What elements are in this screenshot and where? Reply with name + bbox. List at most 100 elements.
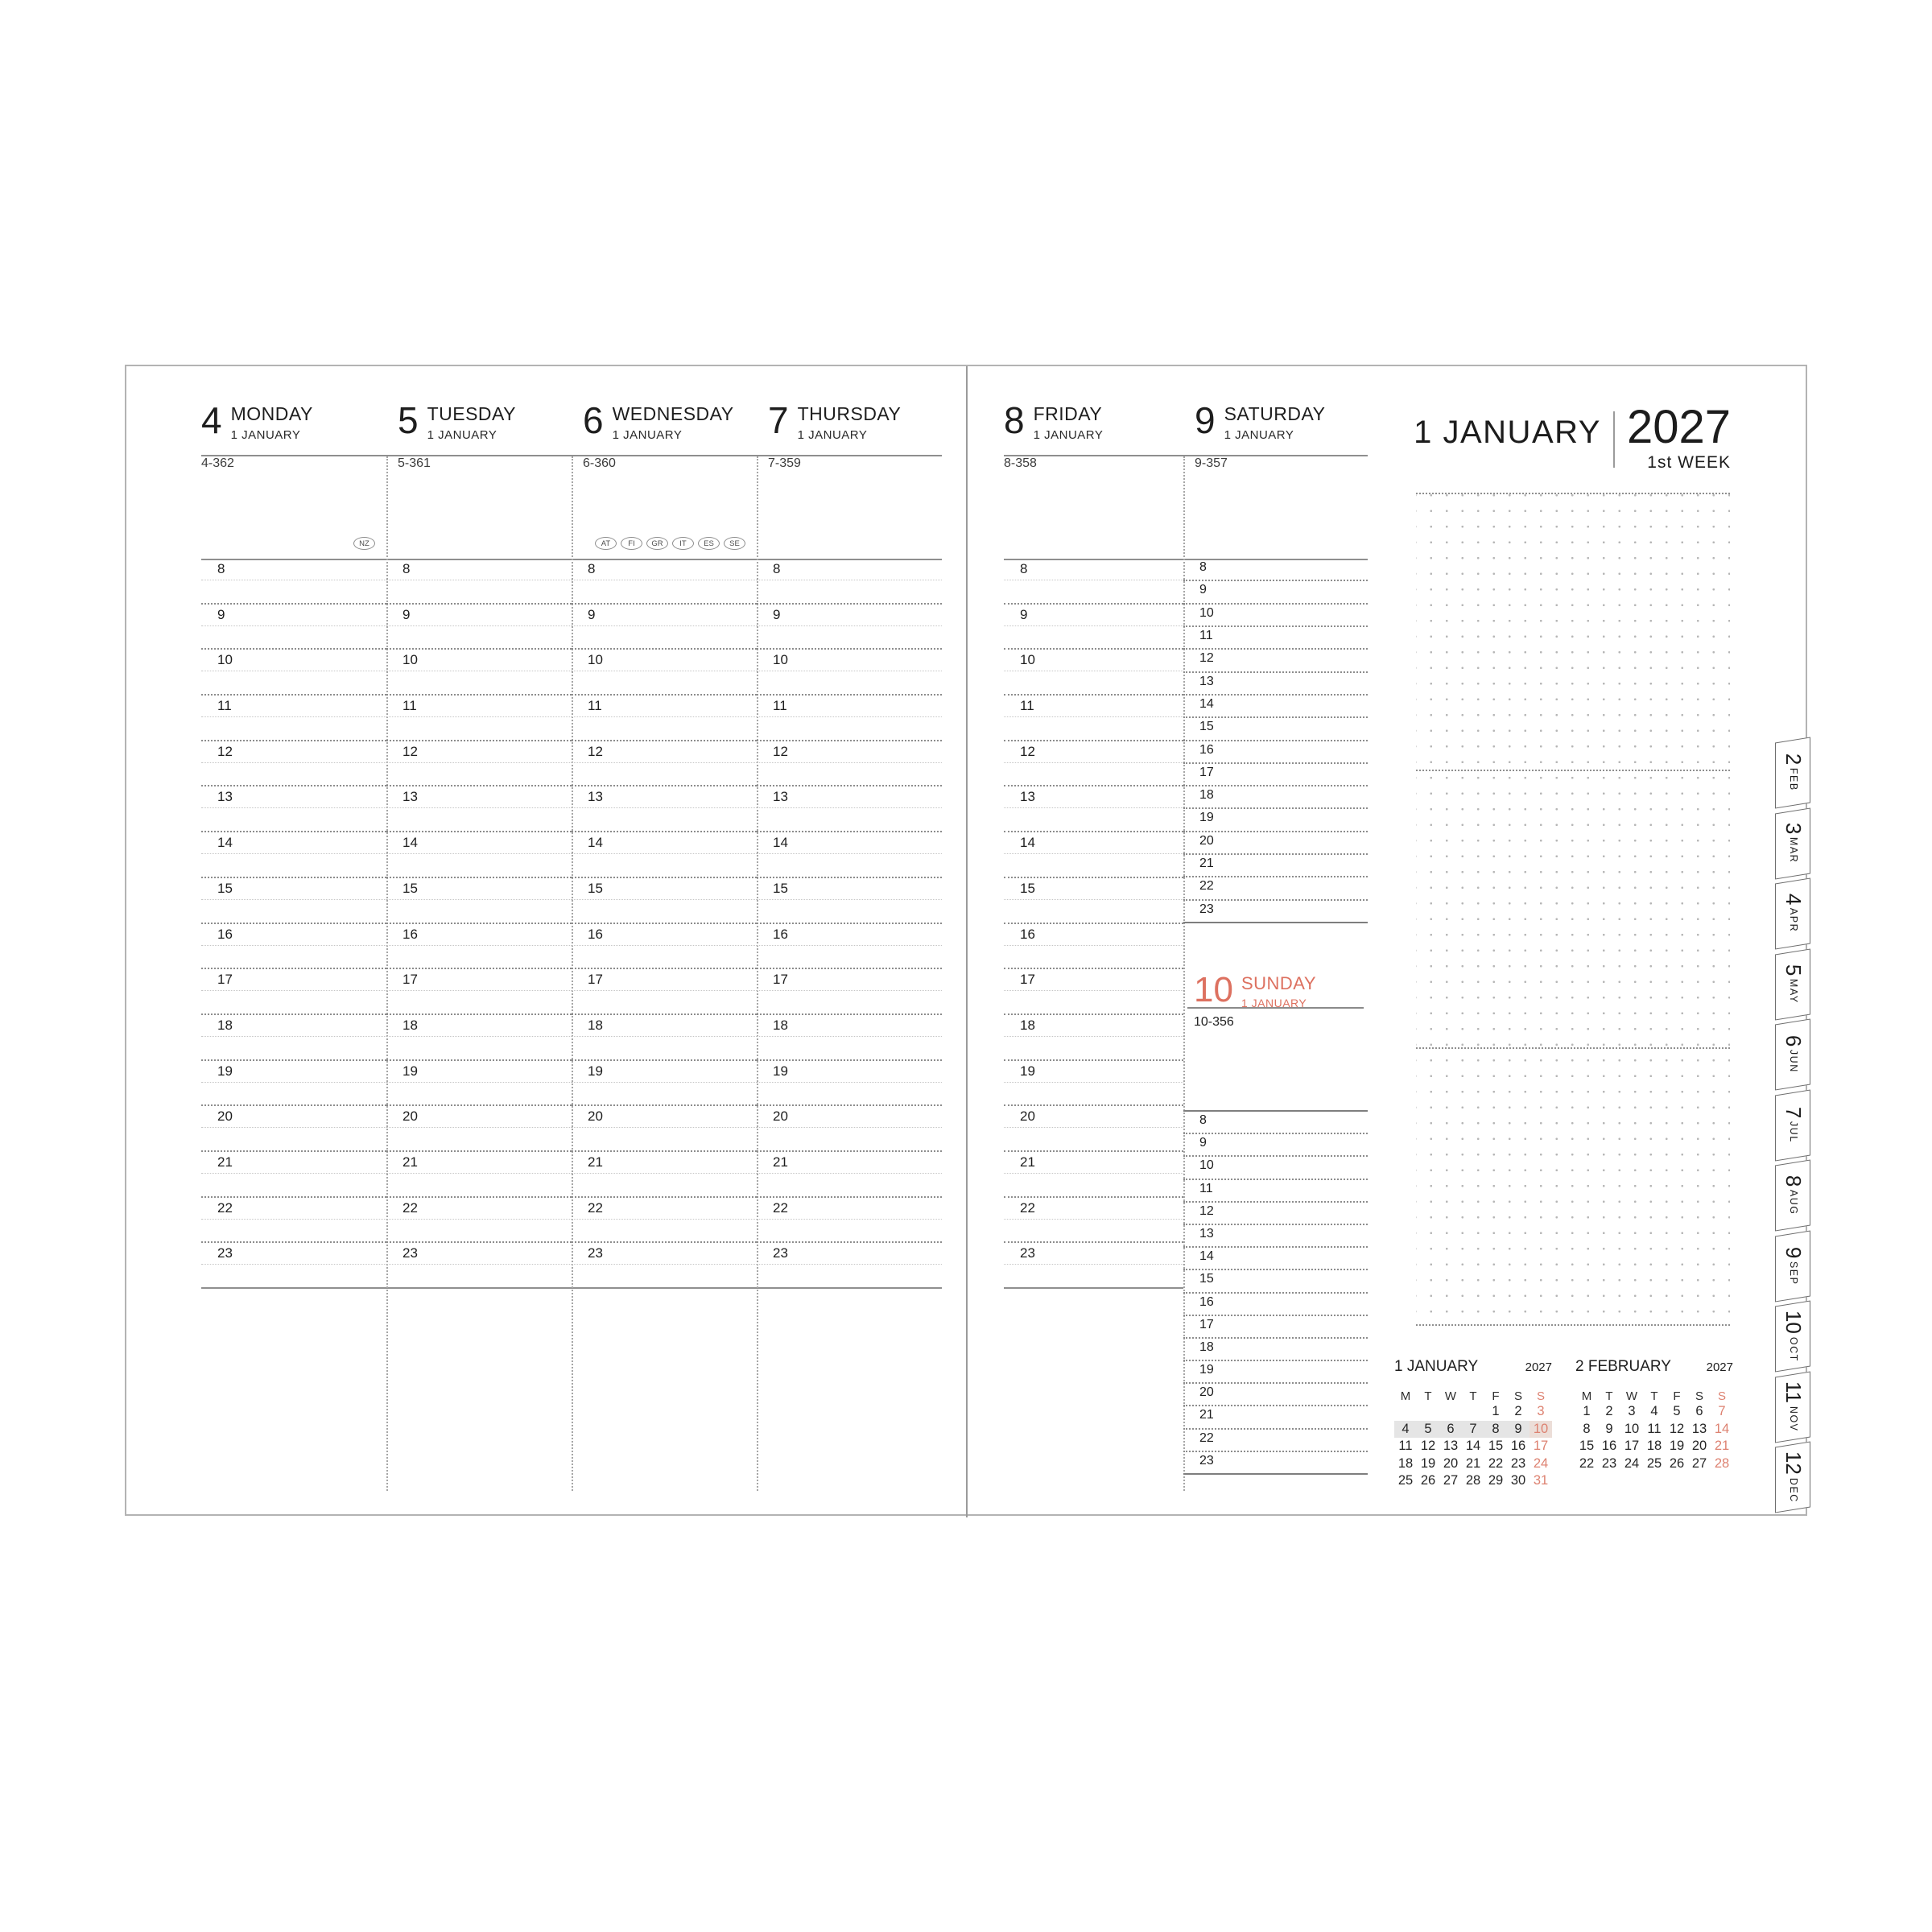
half-hour-line: [572, 716, 757, 718]
half-hour-line: [201, 853, 386, 855]
hour-label: 22: [1199, 879, 1214, 894]
half-hour-line: [386, 762, 572, 763]
calendar-week-row: 8 9 10 11 12 13 14: [1575, 1421, 1733, 1439]
hour-label: 17: [1020, 972, 1035, 988]
tab-jul[interactable]: 7 JUL: [1775, 1089, 1810, 1161]
hour-row-22: 22: [1004, 1198, 1183, 1244]
calendar-day: 12: [1420, 1439, 1436, 1453]
calendar-day: 7: [1718, 1404, 1726, 1418]
calendar-day: 13: [1443, 1439, 1459, 1453]
holiday-badge-es: ES: [698, 537, 720, 550]
holiday-badges: AT FI GR IT ES SE: [595, 537, 745, 550]
tab-month-abbr: MAY: [1787, 979, 1799, 1004]
hour-label: 8: [1199, 1113, 1207, 1127]
tab-aug[interactable]: 8 AUG: [1775, 1159, 1810, 1231]
calendar-week-row: 4 5 6 7 8 9 10: [1394, 1420, 1552, 1438]
day-header: 4 MONDAY 1 JANUARY: [201, 402, 313, 442]
day-header-text: MONDAY 1 JANUARY: [231, 403, 313, 442]
hour-grid-compact: 8 9 10 11 12 13 14 15 16 17 18 19 20 21 22 23: [1183, 559, 1368, 923]
hour-label: 17: [588, 972, 603, 988]
hour-label: 20: [402, 1108, 418, 1125]
column-divider: [1183, 456, 1185, 1491]
hour-label: 20: [1199, 833, 1214, 848]
day-of-year-counter: 8-358: [1004, 456, 1037, 470]
calendar-day: 6: [1439, 1420, 1462, 1438]
tab-sep[interactable]: 9 SEP: [1775, 1230, 1810, 1302]
hour-row-23: 23: [572, 1243, 757, 1287]
half-hour-line: [1004, 990, 1183, 992]
hour-row-9: 9: [757, 605, 942, 650]
tab-apr[interactable]: 4 APR: [1775, 877, 1810, 949]
half-hour-line: [572, 1264, 757, 1265]
hour-label: 13: [588, 789, 603, 805]
column-divider: [757, 456, 758, 1491]
day-column-friday: 8 FRIDAY 1 JANUARY 8-358 8 9 10 11 12 13 14 15 16 17 1…: [1004, 366, 1183, 1517]
hour-row-15: 15: [201, 878, 386, 924]
tab-month-abbr: JUN: [1787, 1050, 1799, 1074]
hour-row-17: 17: [1004, 969, 1183, 1015]
calendar-day: [1417, 1403, 1439, 1421]
tab-feb[interactable]: 2 FEB: [1775, 737, 1810, 808]
half-hour-line: [572, 990, 757, 992]
hour-label: 8: [1020, 561, 1028, 576]
tab-month-number: 3: [1781, 822, 1806, 835]
hour-label: 9: [588, 606, 596, 622]
tab-mar[interactable]: 3 MAR: [1775, 807, 1810, 879]
hour-row-8: 8: [386, 559, 572, 605]
calendar-day: 6: [1695, 1404, 1703, 1418]
calendar-day: 24: [1533, 1455, 1549, 1471]
day-of-year-counter: 9-357: [1195, 456, 1228, 470]
day-header-text: SATURDAY 1 JANUARY: [1224, 403, 1326, 442]
hour-row-23: 23: [1183, 901, 1368, 922]
hour-row-12: 12: [386, 741, 572, 787]
calendar-dow: S: [1536, 1389, 1545, 1403]
hour-label: 21: [402, 1154, 418, 1170]
calendar-day: [1462, 1403, 1484, 1421]
hour-row-19: 19: [1004, 1061, 1183, 1107]
hour-label: 22: [402, 1199, 418, 1216]
calendar-day: 28: [1465, 1473, 1481, 1488]
hour-label: 10: [402, 652, 418, 668]
calendar-day: 9: [1507, 1420, 1530, 1438]
calendar-day: 14: [1714, 1421, 1730, 1436]
half-hour-line: [1004, 898, 1183, 900]
half-hour-line: [757, 762, 942, 763]
hour-row-12: 12: [201, 741, 386, 787]
hour-label: 18: [217, 1017, 233, 1033]
tab-dec[interactable]: 12 DEC: [1775, 1441, 1810, 1513]
hour-label: 17: [773, 972, 788, 988]
calendar-day: 10: [1624, 1421, 1640, 1436]
half-hour-line: [757, 1081, 942, 1083]
half-hour-line: [572, 807, 757, 809]
hour-label: 15: [1199, 720, 1214, 734]
hour-row-16: 16: [572, 924, 757, 970]
half-hour-line: [757, 625, 942, 626]
hour-label: 21: [1199, 857, 1214, 871]
half-hour-line: [1004, 944, 1183, 946]
hour-label: 9: [217, 606, 225, 622]
day-header: 8 FRIDAY 1 JANUARY: [1004, 402, 1103, 442]
title-year-week: 2027 1st WEEK: [1627, 404, 1731, 473]
tab-oct[interactable]: 10 OCT: [1775, 1300, 1810, 1372]
hour-row-18: 18: [1004, 1015, 1183, 1061]
calendar-day: 21: [1714, 1439, 1730, 1453]
day-header-text: TUESDAY 1 JANUARY: [427, 403, 516, 442]
calendar-dow: S: [1717, 1389, 1726, 1403]
tab-nov[interactable]: 11 NOV: [1775, 1371, 1810, 1443]
half-hour-line: [757, 1035, 942, 1037]
calendar-dow: M: [1400, 1389, 1411, 1403]
hour-row-10: 10: [757, 650, 942, 696]
hour-row-18: 18: [1183, 786, 1368, 810]
half-hour-line: [201, 944, 386, 946]
calendar-day: 3: [1628, 1404, 1636, 1418]
tab-may[interactable]: 5 MAY: [1775, 948, 1810, 1020]
hour-row-14: 14: [757, 832, 942, 878]
hour-row-15: 15: [572, 878, 757, 924]
half-hour-line: [386, 1172, 572, 1174]
half-hour-line: [1004, 853, 1183, 855]
month-tabs: 2 FEB 3 MAR 4 APR 5 MAY 6 JUN 7 JUL 8 AUG 9 SEP 10 OCT 11 N…: [1775, 737, 1810, 1515]
tab-jun[interactable]: 6 JUN: [1775, 1018, 1810, 1090]
hour-row-14: 14: [1183, 696, 1368, 719]
hour-label: 23: [1020, 1245, 1035, 1261]
day-of-year-counter: 7-359: [768, 456, 801, 470]
